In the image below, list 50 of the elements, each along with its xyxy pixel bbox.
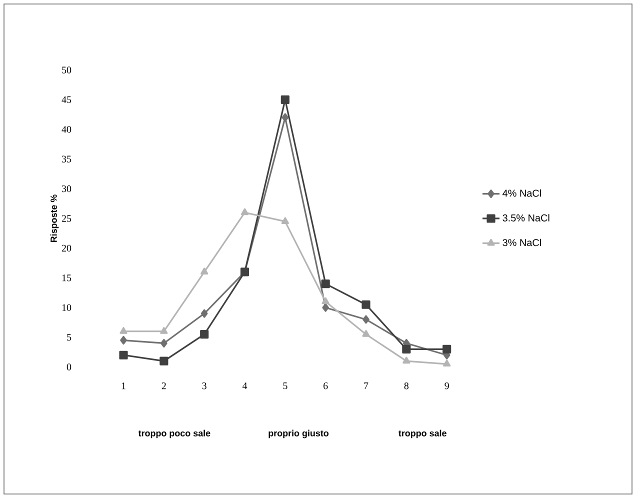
- y-tick-label: 40: [62, 126, 72, 133]
- x-tick-label: 1: [122, 382, 126, 390]
- point: [119, 350, 128, 360]
- point: [240, 208, 249, 216]
- y-tick-label: 5: [67, 334, 72, 341]
- y-tick-label: 15: [62, 274, 72, 282]
- point: [402, 344, 411, 354]
- y-tick-label: 45: [62, 96, 72, 104]
- y-tick-label: 35: [62, 156, 72, 162]
- point: [120, 327, 128, 334]
- point: [120, 336, 127, 345]
- point: [160, 356, 168, 366]
- point: [362, 330, 370, 337]
- y-axis-title: Risposte %: [50, 194, 59, 242]
- point: [442, 344, 452, 354]
- point: [281, 217, 289, 224]
- text: troppo sale: [398, 430, 446, 438]
- point: [160, 338, 168, 348]
- point: [362, 315, 370, 324]
- point: [322, 297, 330, 304]
- point: [322, 303, 329, 312]
- x-tick-label: 3: [202, 382, 206, 390]
- x-tick-label: 2: [162, 382, 166, 390]
- point: [362, 300, 370, 309]
- text: proprio giusto: [268, 430, 329, 438]
- point: [160, 327, 168, 334]
- legend-label: 3% NaCl: [502, 238, 541, 246]
- point: [402, 356, 410, 364]
- point: [282, 113, 289, 122]
- y-tick-label: 0: [66, 364, 72, 370]
- x-tick-label: 4: [242, 382, 248, 390]
- y-tick-label: 20: [62, 244, 72, 252]
- legend-label: 4% NaCl: [502, 189, 541, 197]
- point: [280, 95, 290, 104]
- x-tick-label: 6: [324, 382, 328, 390]
- x-tick-label: 7: [364, 382, 368, 390]
- legend-label: 3.5% NaCl: [502, 214, 550, 222]
- y-tick-label: 25: [62, 215, 72, 222]
- point: [200, 309, 208, 318]
- y-tick-label: 50: [62, 66, 72, 74]
- x-tick-label: 9: [444, 382, 449, 390]
- x-tick-label: 8: [404, 382, 409, 390]
- x-tick-label: 5: [283, 382, 288, 390]
- y-tick-label: 10: [62, 304, 72, 311]
- point: [200, 268, 208, 274]
- point: [443, 360, 451, 367]
- y-tick-label: 30: [62, 185, 72, 192]
- text: troppo poco sale: [138, 430, 210, 438]
- point: [321, 280, 330, 288]
- point: [200, 330, 209, 339]
